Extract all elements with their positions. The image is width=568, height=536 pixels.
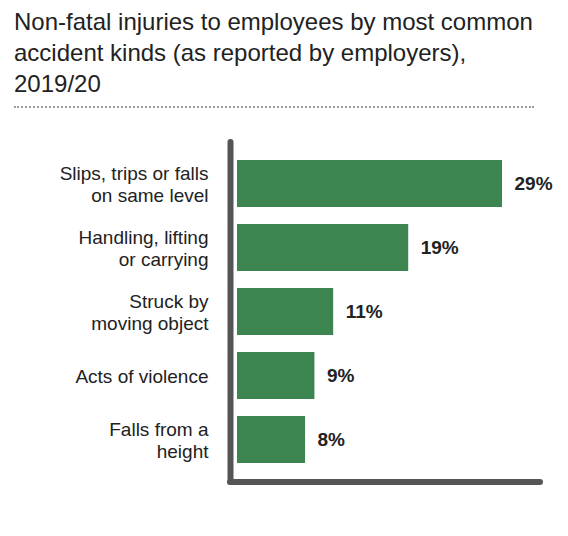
svg-text:11%: 11% [346,301,383,322]
svg-text:8%: 8% [318,429,346,450]
svg-text:19%: 19% [421,237,459,258]
html-text:Non-fatal injuries to employee: Non-fatal injuries to employees by most … [14,8,533,97]
svg-text:Handling, liftingor carrying: Handling, liftingor carrying [79,227,209,270]
svg-text:Acts of violence: Acts of violence [75,366,208,387]
svg-text:9%: 9% [327,365,355,386]
svg-text:Slips, trips or fallson same l: Slips, trips or fallson same level [60,163,209,206]
svg-text:29%: 29% [515,173,553,194]
svg-text:Struck bymoving object: Struck bymoving object [91,291,209,334]
svg-text:Falls from aheight: Falls from aheight [109,419,209,462]
